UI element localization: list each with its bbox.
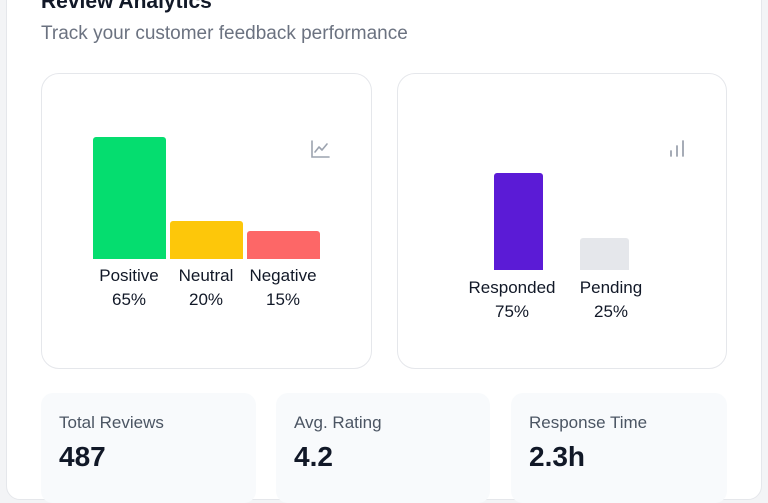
bar-category: Responded — [468, 278, 556, 297]
stat-value: 2.3h — [529, 441, 586, 472]
bar-value: 15% — [265, 290, 301, 309]
bar-positive — [93, 137, 166, 259]
bar-negative — [247, 231, 320, 259]
stat-avg-rating: Avg. Rating 4.2 — [276, 393, 490, 503]
bar-pending — [580, 238, 629, 270]
bar-value: 20% — [188, 290, 224, 309]
bar-responded — [494, 173, 543, 270]
bar-label-responded: Responded 75% — [456, 276, 568, 324]
bar-value: 65% — [111, 290, 147, 309]
line-chart-icon[interactable] — [309, 138, 331, 160]
bar-label-neutral: Neutral 20% — [169, 264, 243, 312]
stat-total-reviews: Total Reviews 487 — [41, 393, 256, 503]
bar-label-positive: Positive 65% — [87, 264, 171, 312]
response-chart-card: Responded 75% Pending 25% — [397, 73, 727, 369]
sentiment-chart-card: Positive 65% Neutral 20% Negative 15% — [41, 73, 372, 369]
stat-response-time: Response Time 2.3h — [511, 393, 727, 503]
bar-neutral — [170, 221, 243, 259]
bar-category: Positive — [99, 266, 159, 285]
stat-label: Total Reviews — [59, 413, 164, 432]
bar-value: 75% — [494, 302, 530, 321]
bar-value: 25% — [593, 302, 629, 321]
stat-label: Avg. Rating — [294, 413, 382, 432]
bar-label-negative: Negative 15% — [241, 264, 325, 312]
bar-label-pending: Pending 25% — [566, 276, 656, 324]
stat-value: 487 — [59, 441, 106, 472]
bar-category: Pending — [579, 278, 643, 297]
bar-category: Neutral — [178, 266, 234, 285]
page-title: Review Analytics — [41, 0, 212, 13]
stat-label: Response Time — [529, 413, 648, 432]
stat-value: 4.2 — [294, 441, 333, 472]
bar-category: Negative — [249, 266, 317, 285]
bar-chart-icon[interactable] — [666, 138, 688, 160]
page-subtitle: Track your customer feedback performance — [41, 23, 408, 44]
